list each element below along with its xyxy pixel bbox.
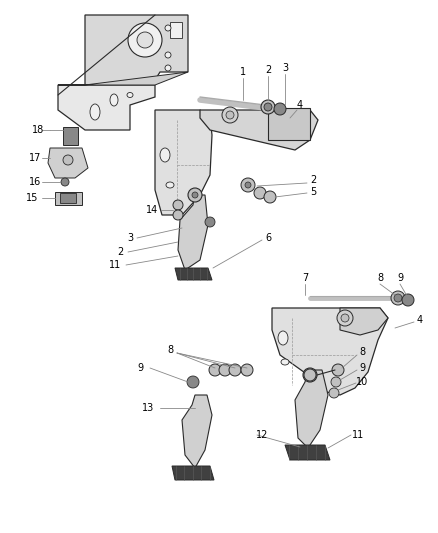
Text: 10: 10 [355,377,367,387]
Text: 12: 12 [255,430,268,440]
Text: 2: 2 [117,247,123,257]
Circle shape [393,294,401,302]
Text: 8: 8 [166,345,173,355]
Text: 16: 16 [29,177,41,187]
Circle shape [302,368,316,382]
Text: 9: 9 [358,363,364,373]
Circle shape [263,191,276,203]
Ellipse shape [277,331,287,345]
Circle shape [165,25,171,31]
Circle shape [165,65,171,71]
Circle shape [128,23,162,57]
Circle shape [187,376,198,388]
Circle shape [340,314,348,322]
Text: 4: 4 [296,100,302,110]
Circle shape [173,200,183,210]
Circle shape [63,155,73,165]
Text: 13: 13 [141,403,154,413]
Ellipse shape [90,104,100,120]
Circle shape [240,178,254,192]
Text: 4: 4 [416,315,422,325]
Text: 7: 7 [301,273,307,283]
Ellipse shape [110,94,118,106]
Polygon shape [85,15,187,85]
Text: 6: 6 [265,233,270,243]
Text: 11: 11 [109,260,121,270]
Circle shape [244,182,251,188]
Ellipse shape [280,359,288,365]
Circle shape [219,364,230,376]
Polygon shape [272,308,387,395]
Circle shape [330,377,340,387]
Polygon shape [339,308,387,335]
Text: 9: 9 [396,273,402,283]
Circle shape [205,217,215,227]
Circle shape [263,103,272,111]
Text: 8: 8 [376,273,382,283]
Polygon shape [155,110,212,215]
Ellipse shape [166,182,173,188]
Polygon shape [63,127,78,145]
Text: 8: 8 [358,347,364,357]
Circle shape [226,111,233,119]
Text: 18: 18 [32,125,44,135]
Text: 14: 14 [145,205,158,215]
Polygon shape [172,466,213,480]
Text: 9: 9 [137,363,143,373]
Circle shape [208,364,220,376]
Circle shape [303,369,315,381]
Circle shape [328,388,338,398]
Polygon shape [48,148,88,178]
Circle shape [240,364,252,376]
Polygon shape [294,370,327,448]
Circle shape [61,178,69,186]
Text: 5: 5 [309,187,315,197]
Text: 11: 11 [351,430,363,440]
Polygon shape [175,268,212,280]
Bar [60,193,76,203]
Circle shape [222,107,237,123]
Circle shape [401,294,413,306]
Circle shape [261,100,274,114]
Ellipse shape [159,148,170,162]
Text: 2: 2 [264,65,271,75]
Polygon shape [182,395,212,468]
Circle shape [191,192,198,198]
Polygon shape [200,110,317,150]
Circle shape [229,364,240,376]
Polygon shape [55,192,82,205]
Polygon shape [267,108,309,140]
Polygon shape [284,445,329,460]
Circle shape [306,372,312,378]
Circle shape [187,188,201,202]
Text: 2: 2 [309,175,315,185]
Polygon shape [177,195,208,270]
Circle shape [390,291,404,305]
Text: 1: 1 [240,67,246,77]
Circle shape [165,52,171,58]
Text: 3: 3 [281,63,287,73]
Polygon shape [58,85,155,130]
Text: 17: 17 [29,153,41,163]
Circle shape [173,210,183,220]
Text: 15: 15 [26,193,38,203]
Circle shape [254,187,265,199]
Ellipse shape [127,93,133,98]
Circle shape [331,364,343,376]
Bar [170,22,182,38]
Circle shape [336,310,352,326]
Circle shape [273,103,285,115]
Text: 3: 3 [127,233,133,243]
Polygon shape [58,72,187,85]
Circle shape [137,32,153,48]
